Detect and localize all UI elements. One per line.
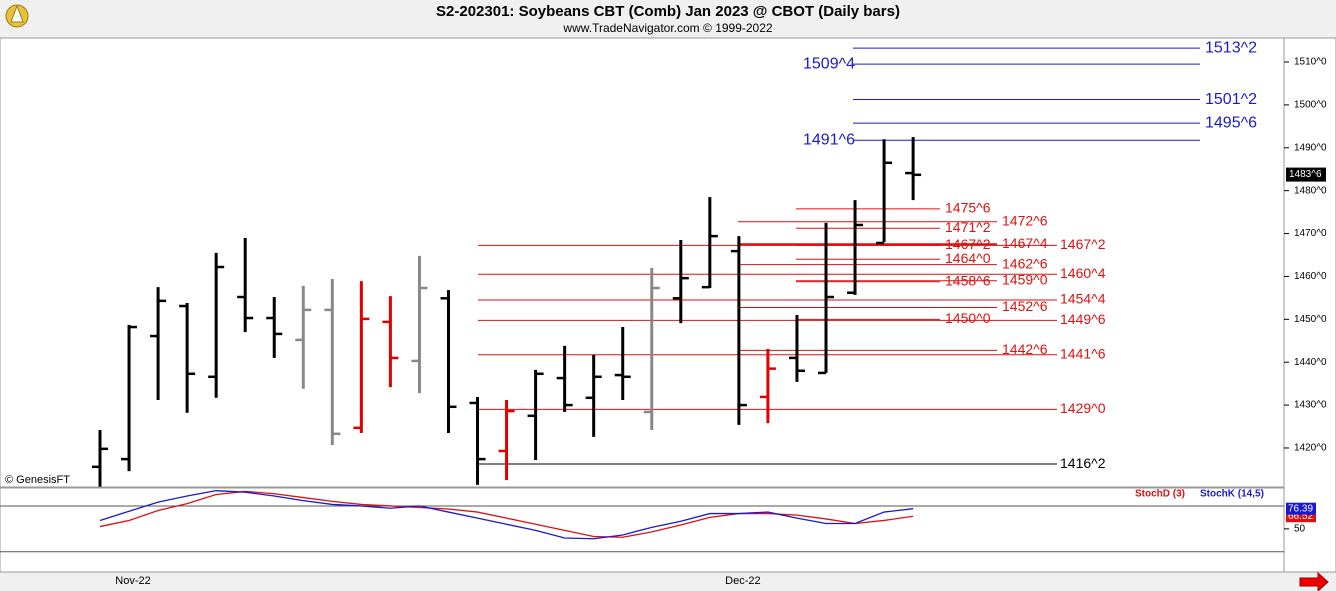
- legend-entry: StochK (14,5): [1200, 489, 1264, 500]
- right-axis: [1283, 37, 1336, 573]
- level-label: 1462^6: [1002, 255, 1048, 271]
- level-label: 1452^6: [1002, 298, 1048, 314]
- level-label: 1471^2: [945, 219, 991, 235]
- level-label: 1459^0: [1002, 271, 1048, 287]
- price-panel: [0, 37, 1285, 488]
- y-tick-label: 1490^0: [1294, 142, 1327, 153]
- level-label: 1495^6: [1205, 114, 1257, 131]
- source-note: © GenesisFT: [5, 474, 70, 486]
- level-label: 1441^6: [1060, 345, 1106, 361]
- stoch-line: [99, 490, 914, 540]
- chart-subtitle: www.TradeNavigator.com © 1999-2022: [562, 21, 772, 35]
- y-tick-label: 1510^0: [1294, 57, 1327, 68]
- value-label: 66.52: [1288, 511, 1313, 522]
- level-label: 1442^6: [1002, 341, 1048, 357]
- logo: [5, 4, 29, 28]
- last-price-label: 1483^6: [1289, 169, 1322, 180]
- scroll-arrow[interactable]: [1299, 571, 1329, 591]
- level-label: 1454^4: [1060, 291, 1106, 307]
- chart-title: S2-202301: Soybeans CBT (Comb) Jan 2023 …: [436, 3, 900, 20]
- y-tick-label: 1500^0: [1294, 100, 1327, 111]
- level-label: 1464^0: [945, 250, 991, 266]
- level-label: 1472^6: [1002, 212, 1048, 228]
- last-price-box: [1286, 167, 1326, 182]
- value-label: 76.39: [1288, 503, 1313, 514]
- level-label: 1509^4: [803, 55, 855, 72]
- y-tick-label: 1420^0: [1294, 443, 1327, 454]
- y-tick-label: 1440^0: [1294, 357, 1327, 368]
- legend-entry: StochD (3): [1135, 489, 1185, 500]
- y-tick-label: 1430^0: [1294, 400, 1327, 411]
- x-tick-label: Nov-22: [115, 575, 150, 587]
- level-label: 1491^6: [803, 131, 855, 148]
- y-tick-label: 50: [1294, 523, 1306, 534]
- level-label: 1429^0: [1060, 400, 1106, 416]
- level-label: 1449^6: [1060, 311, 1106, 327]
- level-label: 1450^0: [945, 310, 991, 326]
- y-tick-label: 1470^0: [1294, 228, 1327, 239]
- level-label: 1501^2: [1205, 91, 1257, 108]
- level-label: 1460^4: [1060, 265, 1106, 281]
- level-label: 1467^2: [945, 236, 991, 252]
- level-label: 1458^6: [945, 273, 991, 289]
- y-tick-label: 1450^0: [1294, 314, 1327, 325]
- x-tick-label: Dec-22: [725, 575, 760, 587]
- y-tick-label: 1480^0: [1294, 185, 1327, 196]
- level-label: 1416^2: [1060, 455, 1106, 471]
- level-label: 1475^6: [945, 200, 991, 216]
- y-tick-label: 1460^0: [1294, 271, 1327, 282]
- level-label: 1467^2: [1060, 236, 1106, 252]
- level-label: 1513^2: [1205, 39, 1257, 56]
- value-box: [1286, 502, 1316, 515]
- level-label: 1467^4: [1002, 235, 1048, 251]
